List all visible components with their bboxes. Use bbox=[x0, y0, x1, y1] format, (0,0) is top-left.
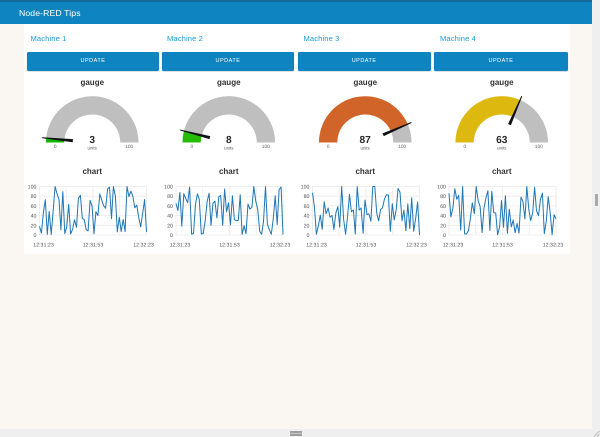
svg-text:100: 100 bbox=[535, 144, 543, 150]
svg-text:units: units bbox=[88, 146, 98, 151]
svg-text:80: 80 bbox=[304, 194, 310, 200]
svg-text:60: 60 bbox=[440, 204, 446, 210]
svg-text:100: 100 bbox=[301, 185, 310, 191]
svg-text:0: 0 bbox=[54, 144, 57, 150]
svg-text:units: units bbox=[497, 146, 507, 151]
svg-text:12:32:23: 12:32:23 bbox=[133, 242, 154, 248]
svg-text:80: 80 bbox=[440, 194, 446, 200]
svg-text:80: 80 bbox=[167, 194, 173, 200]
svg-text:8: 8 bbox=[226, 135, 232, 146]
svg-text:12:32:23: 12:32:23 bbox=[270, 242, 291, 248]
svg-text:60: 60 bbox=[31, 204, 37, 210]
svg-text:60: 60 bbox=[304, 204, 310, 210]
svg-text:100: 100 bbox=[28, 185, 37, 191]
svg-text:units: units bbox=[361, 146, 371, 151]
svg-text:12:32:23: 12:32:23 bbox=[543, 242, 564, 248]
svg-text:100: 100 bbox=[262, 144, 270, 150]
svg-text:0: 0 bbox=[327, 144, 330, 150]
svg-text:0: 0 bbox=[34, 233, 37, 239]
svg-text:20: 20 bbox=[440, 223, 446, 229]
svg-text:80: 80 bbox=[31, 194, 37, 200]
svg-text:12:31:23: 12:31:23 bbox=[33, 242, 54, 248]
svg-text:63: 63 bbox=[496, 135, 508, 146]
svg-text:100: 100 bbox=[398, 144, 406, 150]
svg-text:0: 0 bbox=[463, 144, 466, 150]
svg-text:100: 100 bbox=[437, 185, 446, 191]
svg-text:12:31:53: 12:31:53 bbox=[83, 242, 104, 248]
svg-text:12:31:53: 12:31:53 bbox=[356, 242, 377, 248]
svg-text:0: 0 bbox=[307, 233, 310, 239]
svg-text:20: 20 bbox=[304, 223, 310, 229]
svg-text:40: 40 bbox=[31, 214, 37, 220]
svg-text:20: 20 bbox=[31, 223, 37, 229]
svg-text:0: 0 bbox=[443, 233, 446, 239]
svg-text:12:31:23: 12:31:23 bbox=[306, 242, 327, 248]
svg-text:60: 60 bbox=[167, 204, 173, 210]
svg-text:40: 40 bbox=[304, 214, 310, 220]
svg-text:87: 87 bbox=[360, 135, 372, 146]
svg-text:12:31:23: 12:31:23 bbox=[170, 242, 191, 248]
svg-text:40: 40 bbox=[167, 214, 173, 220]
svg-text:0: 0 bbox=[190, 144, 193, 150]
svg-text:100: 100 bbox=[125, 144, 133, 150]
svg-text:12:32:23: 12:32:23 bbox=[406, 242, 427, 248]
svg-text:3: 3 bbox=[89, 135, 95, 146]
svg-text:12:31:23: 12:31:23 bbox=[443, 242, 464, 248]
svg-text:12:31:53: 12:31:53 bbox=[492, 242, 513, 248]
svg-text:20: 20 bbox=[167, 223, 173, 229]
svg-text:units: units bbox=[224, 146, 234, 151]
svg-text:12:31:53: 12:31:53 bbox=[219, 242, 240, 248]
svg-text:40: 40 bbox=[440, 214, 446, 220]
svg-text:100: 100 bbox=[164, 185, 173, 191]
svg-text:0: 0 bbox=[170, 233, 173, 239]
